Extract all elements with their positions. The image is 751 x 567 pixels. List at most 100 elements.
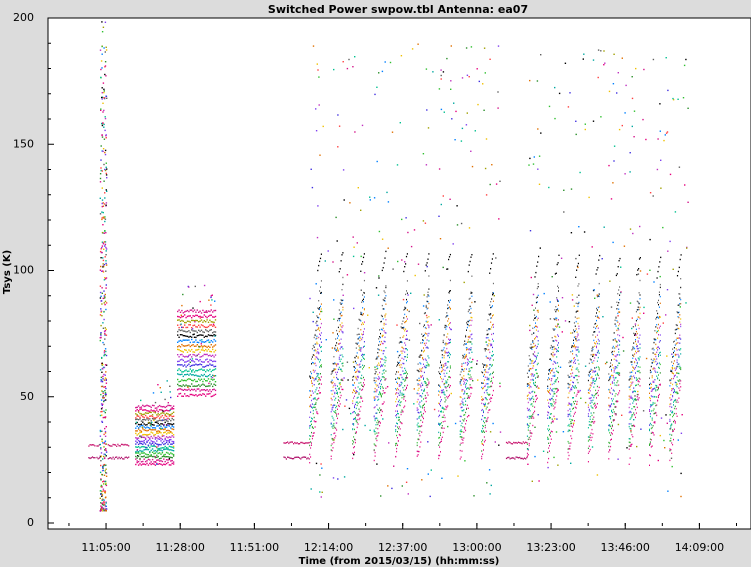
data-point — [153, 452, 155, 455]
data-point — [209, 341, 211, 344]
data-point — [146, 410, 148, 412]
data-point — [596, 319, 597, 322]
data-point — [146, 418, 148, 420]
data-point — [157, 384, 159, 386]
data-point — [193, 364, 196, 366]
data-point — [423, 378, 424, 380]
data-point — [572, 385, 574, 387]
data-point — [418, 379, 420, 382]
data-point — [333, 441, 335, 444]
data-point — [205, 359, 207, 361]
data-point — [420, 425, 422, 428]
data-point — [212, 325, 214, 327]
data-point — [363, 346, 364, 348]
data-point — [459, 433, 461, 435]
data-point — [616, 381, 618, 384]
data-point — [99, 510, 101, 512]
data-point — [312, 320, 314, 323]
data-point — [170, 449, 172, 451]
data-point — [556, 340, 558, 342]
data-point — [466, 354, 467, 356]
data-point — [150, 449, 152, 452]
data-point — [189, 361, 191, 363]
data-point — [378, 393, 380, 396]
data-point — [306, 458, 308, 460]
data-point — [570, 435, 572, 437]
data-point — [554, 328, 556, 330]
data-point — [577, 333, 579, 335]
data-point — [100, 479, 102, 481]
data-point — [198, 329, 200, 331]
data-point — [139, 457, 141, 460]
data-point — [363, 357, 364, 359]
data-point — [416, 392, 418, 394]
data-point — [448, 300, 450, 302]
data-point — [460, 429, 462, 431]
data-point — [330, 404, 332, 406]
data-point — [312, 311, 314, 313]
data-point — [396, 371, 398, 373]
data-point — [331, 437, 333, 440]
data-point — [568, 361, 570, 364]
data-point — [487, 371, 489, 374]
data-point — [528, 397, 530, 400]
data-point — [445, 380, 447, 382]
data-point — [154, 429, 157, 431]
data-point — [100, 393, 102, 396]
data-point — [596, 397, 597, 399]
data-point — [101, 371, 103, 373]
data-point — [362, 353, 364, 356]
data-point — [484, 417, 486, 419]
data-point — [360, 366, 362, 368]
data-point — [462, 439, 464, 441]
data-point — [533, 354, 535, 356]
data-point — [340, 303, 342, 305]
data-point — [378, 275, 380, 277]
data-point — [531, 403, 533, 405]
data-point — [463, 431, 465, 433]
data-point — [612, 420, 614, 422]
data-point — [186, 356, 189, 358]
data-point — [397, 356, 399, 359]
data-point — [381, 269, 383, 272]
data-point — [471, 275, 473, 277]
data-point — [633, 406, 635, 408]
data-point — [485, 408, 487, 410]
data-point — [548, 369, 550, 371]
data-point — [446, 312, 448, 314]
data-point — [105, 510, 107, 512]
data-point — [142, 404, 144, 407]
data-point — [441, 391, 443, 394]
data-point — [537, 128, 539, 130]
data-point — [488, 368, 490, 370]
data-point — [164, 456, 166, 458]
data-point — [438, 415, 440, 418]
data-point — [470, 349, 472, 351]
data-point — [596, 385, 598, 388]
data-point — [425, 347, 427, 349]
data-point — [548, 186, 550, 189]
data-point — [549, 347, 551, 349]
data-point — [491, 380, 493, 382]
data-point — [104, 443, 107, 445]
data-point — [379, 349, 381, 351]
data-point — [438, 215, 440, 217]
data-point — [375, 371, 377, 373]
data-point — [316, 411, 318, 413]
data-point — [465, 384, 467, 386]
data-point — [400, 384, 402, 386]
data-point — [374, 431, 376, 433]
data-point — [400, 411, 402, 413]
data-point — [376, 439, 378, 442]
data-point — [598, 343, 600, 345]
data-point — [337, 146, 339, 148]
data-point — [355, 355, 357, 357]
data-point — [156, 414, 158, 416]
data-point — [425, 397, 427, 399]
data-point — [144, 412, 147, 414]
data-point — [182, 334, 184, 337]
data-point — [312, 45, 315, 47]
data-point — [151, 421, 153, 424]
data-point — [418, 393, 420, 395]
data-point — [380, 357, 381, 360]
